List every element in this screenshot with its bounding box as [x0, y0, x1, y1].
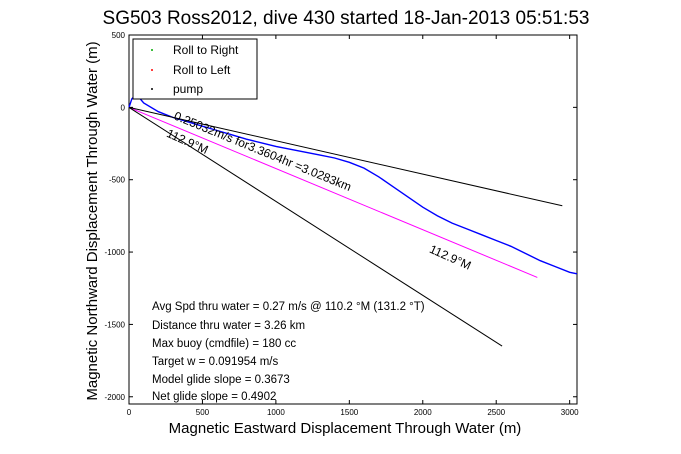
- series-line-0: [128, 93, 578, 275]
- series-line-1: [128, 106, 538, 278]
- dive-stats: Avg Spd thru water = 0.27 m/s @ 110.2 °M…: [152, 301, 425, 403]
- x-tick-label: 500: [196, 408, 210, 417]
- legend-label-pump: pump: [173, 82, 203, 96]
- stat-max-buoy: Max buoy (cmdfile) = 180 cc: [152, 338, 296, 350]
- y-tick-label: -500: [109, 176, 126, 185]
- y-axis-label: Magnetic Northward Displacement Through …: [84, 41, 101, 400]
- x-tick-label: 3000: [561, 408, 579, 417]
- stat-net-glide-slope: Net glide slope = 0.4902: [152, 391, 276, 403]
- y-tick-label: -1500: [105, 320, 126, 329]
- axis-ticks: 0 500 1000 1500 2000 2500 3000 500 0 -500 -1000 -15…: [105, 31, 580, 417]
- x-tick-label: 1000: [267, 408, 285, 417]
- legend-marker-pump: [151, 88, 153, 90]
- x-tick-label: 2500: [487, 408, 505, 417]
- x-tick-label: 1500: [340, 408, 358, 417]
- legend-marker-roll-right: [151, 49, 153, 51]
- chart-title: SG503 Ross2012, dive 430 started 18-Jan-…: [103, 8, 590, 29]
- stat-target-w: Target w = 0.091954 m/s: [152, 356, 279, 368]
- legend-label-roll-left: Roll to Left: [173, 63, 231, 77]
- x-tick-label: 0: [127, 408, 132, 417]
- series-line-2: [128, 106, 563, 207]
- stat-model-glide-slope: Model glide slope = 0.3673: [152, 374, 290, 386]
- x-tick-label: 2000: [414, 408, 432, 417]
- y-tick-label: -1000: [105, 248, 126, 257]
- legend-label-roll-right: Roll to Right: [173, 43, 239, 57]
- y-tick-label: 0: [121, 103, 126, 112]
- legend-box: [132, 38, 258, 100]
- legend: Roll to Right Roll to Left pump: [132, 38, 258, 100]
- legend-marker-roll-left: [151, 69, 153, 71]
- stat-avg-speed: Avg Spd thru water = 0.27 m/s @ 110.2 °M…: [152, 301, 425, 313]
- y-tick-label: 500: [112, 31, 126, 40]
- y-tick-label: -2000: [105, 393, 126, 402]
- stat-distance: Distance thru water = 3.26 km: [152, 320, 305, 332]
- series-line-3: [128, 106, 503, 347]
- x-axis-label: Magnetic Eastward Displacement Through W…: [169, 420, 522, 437]
- series-layer: [128, 93, 578, 347]
